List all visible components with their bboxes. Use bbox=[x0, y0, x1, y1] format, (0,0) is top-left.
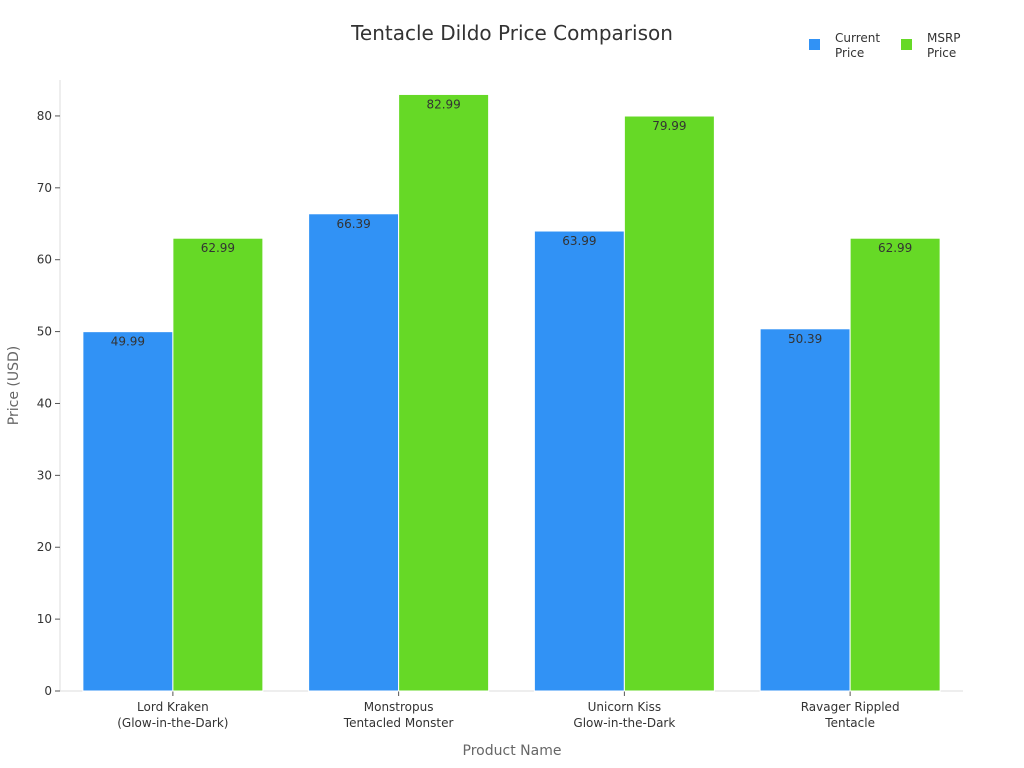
bar[interactable] bbox=[849, 237, 941, 692]
data-label: 49.99 bbox=[111, 335, 145, 349]
data-label: 79.99 bbox=[652, 119, 686, 133]
x-axis-title: Product Name bbox=[463, 743, 562, 759]
legend-swatch bbox=[901, 39, 912, 50]
y-tick-label: 40 bbox=[37, 396, 52, 410]
chart-title: Tentacle Dildo Price Comparison bbox=[350, 21, 673, 45]
y-axis-title: Price (USD) bbox=[6, 346, 22, 425]
bar[interactable] bbox=[398, 93, 490, 692]
y-tick-label: 60 bbox=[37, 253, 52, 267]
bar[interactable] bbox=[172, 237, 264, 692]
y-tick-label: 50 bbox=[37, 325, 52, 339]
data-label: 62.99 bbox=[878, 241, 912, 255]
bar[interactable] bbox=[308, 213, 400, 692]
bar[interactable] bbox=[623, 115, 715, 692]
bar[interactable] bbox=[533, 230, 625, 692]
x-tick-label: Monstropus Tentacled Monster bbox=[343, 700, 454, 730]
data-label: 62.99 bbox=[201, 241, 235, 255]
legend: Current Price MSRP Price bbox=[809, 31, 961, 60]
bar[interactable] bbox=[82, 331, 174, 692]
data-label: 50.39 bbox=[788, 332, 822, 346]
x-tick-label: Lord Kraken (Glow-in-the-Dark) bbox=[117, 700, 228, 730]
legend-label: Current Price bbox=[835, 31, 880, 60]
value-labels: 49.99 62.99 66.39 82.99 63.99 79.99 50.39 62.99 bbox=[111, 97, 913, 348]
y-tick-label: 80 bbox=[37, 109, 52, 123]
legend-swatch bbox=[809, 39, 820, 50]
y-tick-label: 20 bbox=[37, 540, 52, 554]
bar[interactable] bbox=[759, 328, 851, 692]
y-tick-label: 30 bbox=[37, 468, 52, 482]
legend-label: MSRP Price bbox=[927, 31, 961, 60]
bars bbox=[82, 93, 941, 692]
data-label: 66.39 bbox=[336, 217, 370, 231]
data-label: 63.99 bbox=[562, 234, 596, 248]
y-tick-label: 70 bbox=[37, 181, 52, 195]
x-tick-label: Ravager Rippled Tentacle bbox=[801, 700, 900, 730]
y-axis: 0 10 20 30 40 50 60 70 80 bbox=[37, 80, 61, 698]
y-tick-label: 0 bbox=[44, 684, 52, 698]
data-label: 82.99 bbox=[426, 97, 460, 111]
y-tick-label: 10 bbox=[37, 612, 52, 626]
x-tick-label: Unicorn Kiss Glow-in-the-Dark bbox=[573, 700, 675, 730]
x-axis: Lord Kraken (Glow-in-the-Dark) Monstropus T… bbox=[60, 690, 963, 730]
